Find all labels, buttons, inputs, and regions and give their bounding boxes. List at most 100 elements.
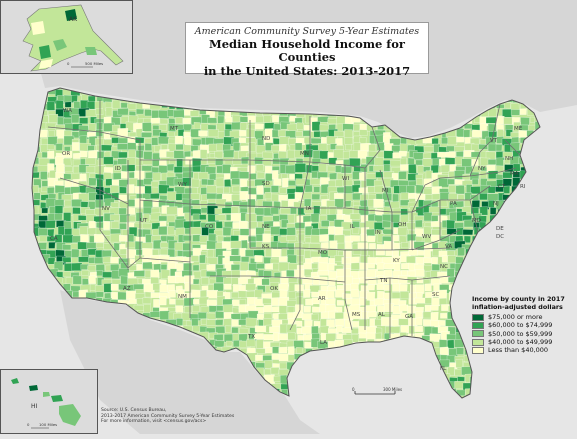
county-cell — [535, 200, 540, 210]
county-cell — [383, 347, 391, 354]
county-cell — [446, 250, 455, 257]
county-cell — [517, 390, 528, 398]
county-cell — [295, 130, 303, 137]
county-cell — [495, 369, 504, 377]
county-cell — [409, 346, 418, 354]
label-IA: IA — [306, 206, 312, 212]
county-cell — [249, 173, 257, 180]
county-cell — [408, 370, 419, 376]
county-cell — [32, 358, 39, 369]
county-cell — [224, 221, 234, 229]
county-cell — [287, 254, 298, 264]
county-cell — [415, 373, 425, 383]
county-cell — [374, 367, 386, 376]
county-cell — [184, 305, 193, 314]
county-cell — [350, 262, 361, 270]
county-cell — [281, 200, 289, 208]
map-title-line2: in the United States: 2013-2017 — [203, 64, 411, 78]
county-cell — [63, 158, 72, 166]
county-cell — [431, 297, 440, 306]
county-cell — [110, 283, 121, 291]
county-cell — [32, 256, 41, 266]
county-cell — [358, 376, 369, 383]
county-cell — [430, 375, 439, 384]
county-cell — [169, 298, 177, 305]
county-cell — [497, 129, 504, 138]
county-cell — [95, 108, 104, 115]
county-cell — [192, 305, 200, 312]
county-cell — [103, 221, 110, 230]
county-cell — [303, 305, 311, 313]
county-cell — [262, 158, 272, 166]
county-cell — [79, 150, 88, 158]
county-cell — [496, 123, 504, 131]
county-cell — [144, 185, 152, 195]
county-cell — [414, 354, 426, 363]
county-cell — [343, 367, 355, 376]
county-cell — [182, 171, 194, 179]
county-cell — [128, 115, 139, 124]
alaska-map: AK 0 500 Miles — [22, 4, 124, 72]
county-cell — [534, 389, 540, 398]
county-cell — [206, 264, 216, 271]
county-cell — [200, 277, 209, 285]
county-cell — [105, 107, 113, 117]
county-cell — [486, 354, 498, 364]
county-cell — [471, 242, 480, 249]
county-cell — [206, 185, 217, 194]
county-cell — [304, 136, 311, 144]
label-WI: WI — [342, 176, 349, 182]
county-cell — [535, 257, 540, 263]
county-cell — [215, 214, 227, 221]
county-cell — [94, 100, 104, 110]
county-cell — [513, 390, 521, 397]
county-cell — [471, 283, 482, 293]
county-cell — [215, 193, 223, 200]
county-cell — [119, 234, 129, 242]
county-cell — [407, 333, 415, 343]
county-cell — [423, 265, 434, 272]
county-cell — [536, 248, 540, 256]
county-cell — [271, 297, 280, 306]
county-cell — [24, 217, 31, 222]
county-cell — [245, 137, 257, 144]
county-cell — [525, 389, 537, 398]
county-cell — [263, 256, 272, 265]
county-cell — [479, 263, 491, 272]
county-cell — [343, 250, 352, 258]
county-cell — [32, 284, 40, 293]
county-cell — [63, 94, 74, 104]
county-cell — [503, 248, 513, 255]
county-cell — [502, 178, 513, 187]
county-cell — [79, 226, 88, 236]
county-cell — [527, 173, 535, 181]
county-cell — [144, 270, 152, 278]
county-cell — [86, 242, 98, 249]
county-cell — [104, 292, 112, 299]
county-cell — [103, 167, 114, 174]
county-cell — [192, 220, 202, 228]
county-cell — [401, 369, 408, 376]
county-cell — [430, 305, 439, 311]
label-AK: AK — [69, 16, 78, 23]
county-cell — [519, 199, 530, 206]
county-cell — [328, 383, 338, 390]
county-cell — [502, 360, 512, 367]
county-cell — [32, 205, 39, 215]
county-cell — [88, 122, 97, 132]
county-cell — [151, 181, 159, 188]
county-cell — [528, 164, 538, 173]
county-cell — [535, 136, 540, 144]
county-cell — [391, 354, 400, 361]
county-cell — [198, 172, 209, 180]
county-cell — [118, 137, 129, 144]
county-cell — [333, 369, 345, 376]
county-cell — [133, 283, 144, 290]
county-cell — [375, 359, 387, 368]
county-cell — [391, 255, 401, 264]
county-cell — [54, 185, 66, 194]
county-cell — [399, 339, 407, 349]
county-cell — [478, 228, 490, 236]
county-cell — [438, 289, 448, 299]
